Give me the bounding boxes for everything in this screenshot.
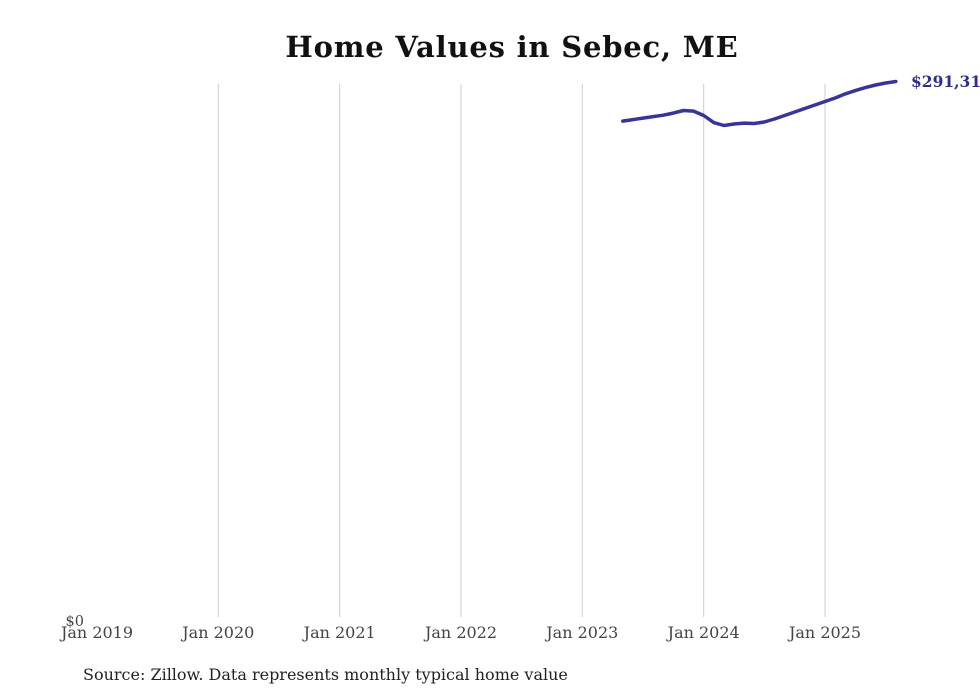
home-value-line xyxy=(621,79,898,128)
x-tick-label: Jan 2021 xyxy=(303,623,376,642)
x-tick-label: Jan 2020 xyxy=(182,623,255,642)
y-axis-zero-label: $0 xyxy=(65,614,84,630)
x-tick-label: Jan 2025 xyxy=(788,623,862,642)
x-tick-label: Jan 2022 xyxy=(424,623,498,642)
x-tick-label: Jan 2024 xyxy=(667,623,740,642)
x-tick-label: Jan 2023 xyxy=(546,623,619,642)
end-value-label: $291,31 xyxy=(911,72,980,91)
chart-title: Home Values in Sebec, ME xyxy=(285,30,739,64)
x-tick-label: Jan 2019 xyxy=(60,623,134,642)
source-note: Source: Zillow. Data represents monthly … xyxy=(83,665,568,684)
